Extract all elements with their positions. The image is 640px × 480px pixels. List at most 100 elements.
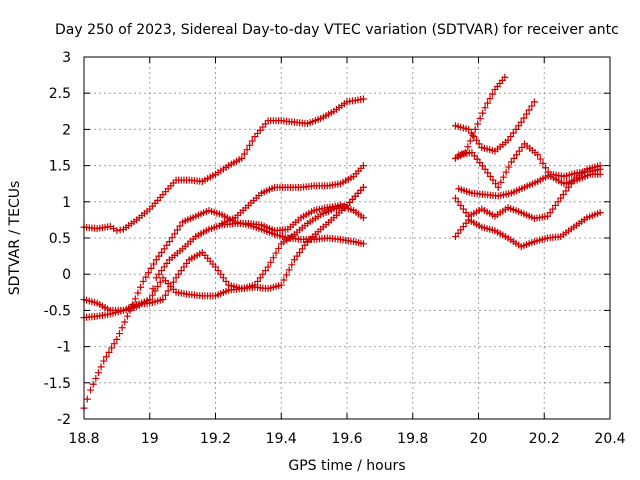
data-point xyxy=(359,240,367,248)
data-point xyxy=(168,234,176,242)
data-point xyxy=(121,318,129,326)
data-point xyxy=(162,291,170,299)
x-axis-label: GPS time / hours xyxy=(288,458,405,474)
data-point xyxy=(183,259,191,267)
data-point xyxy=(280,276,288,284)
data-point xyxy=(481,165,489,173)
data-point xyxy=(554,198,562,206)
data-point xyxy=(596,162,604,170)
data-point xyxy=(212,263,219,271)
x-tick-label: 19.4 xyxy=(266,431,297,447)
y-tick-label: 2 xyxy=(62,122,71,138)
data-point xyxy=(492,180,500,188)
data-point xyxy=(301,241,309,249)
x-tick-label: 20.4 xyxy=(594,431,625,447)
data-point xyxy=(486,95,494,103)
data-point xyxy=(465,125,473,133)
data-point xyxy=(530,98,538,106)
data-point xyxy=(476,115,484,123)
data-point xyxy=(156,278,164,286)
data-point xyxy=(518,144,526,151)
data-point xyxy=(504,136,512,144)
data-point xyxy=(155,252,163,260)
data-point xyxy=(497,178,505,186)
data-point xyxy=(256,274,264,282)
data-point xyxy=(505,163,513,171)
y-tick-label: 1 xyxy=(62,195,71,211)
data-point xyxy=(525,106,533,114)
y-axis-label: SDTVAR / TECUs xyxy=(7,181,23,296)
data-point xyxy=(551,201,559,209)
series-s5 xyxy=(129,183,367,311)
data-point xyxy=(116,330,124,338)
data-point xyxy=(512,125,520,133)
data-point xyxy=(246,141,254,149)
data-point xyxy=(116,226,124,234)
data-point xyxy=(113,227,121,235)
y-tick-label: -1 xyxy=(57,340,71,356)
data-point xyxy=(288,261,296,269)
data-point xyxy=(159,296,167,304)
data-point xyxy=(275,244,283,252)
data-point xyxy=(243,146,251,154)
data-point xyxy=(87,386,95,394)
data-point xyxy=(164,287,172,295)
data-point xyxy=(520,114,528,122)
data-point xyxy=(539,159,547,167)
data-point xyxy=(596,209,604,217)
data-point xyxy=(131,295,139,303)
data-point xyxy=(261,267,269,275)
data-point xyxy=(272,249,280,257)
data-point xyxy=(102,353,110,361)
data-point xyxy=(108,344,116,352)
data-point xyxy=(176,222,184,230)
series-s11 xyxy=(451,209,604,251)
data-point xyxy=(510,154,518,162)
data-point xyxy=(113,335,121,343)
series-s3 xyxy=(80,201,367,322)
data-point xyxy=(134,289,142,297)
data-point xyxy=(546,209,554,217)
data-point xyxy=(596,170,604,178)
data-point xyxy=(163,259,171,267)
data-point xyxy=(549,205,557,213)
data-point xyxy=(296,248,304,256)
data-point xyxy=(359,183,367,191)
data-point xyxy=(451,194,459,202)
data-point xyxy=(152,274,160,282)
series-s6 xyxy=(218,162,367,228)
series-s1 xyxy=(80,95,367,235)
data-point xyxy=(277,281,285,289)
x-tick-label: 19.8 xyxy=(397,431,428,447)
axis-ticks: 18.8 19 19.2 19.4 19.6 19.8 20 20.2 20.4-2-1.5-1… xyxy=(44,50,626,447)
data-point xyxy=(92,374,100,382)
data-point xyxy=(123,312,131,320)
data-point xyxy=(118,324,126,332)
data-point xyxy=(557,194,565,202)
data-point xyxy=(150,260,158,268)
data-point xyxy=(83,395,91,403)
data-point xyxy=(269,254,277,262)
y-tick-label: 0.5 xyxy=(49,231,71,247)
data-point xyxy=(175,270,183,278)
data-point xyxy=(298,245,306,253)
x-tick-label: 19.2 xyxy=(200,431,231,447)
data-point xyxy=(219,274,227,282)
data-point xyxy=(137,283,145,291)
y-tick-label: 0 xyxy=(62,267,71,283)
data-point xyxy=(534,151,542,159)
data-point xyxy=(484,99,492,107)
data-point xyxy=(283,271,291,279)
y-tick-label: -1.5 xyxy=(44,376,71,392)
data-point xyxy=(515,147,523,155)
data-point xyxy=(285,266,293,274)
y-tick-label: 2.5 xyxy=(49,86,71,102)
data-point xyxy=(457,201,465,209)
data-point xyxy=(160,263,168,271)
data-point xyxy=(502,168,510,176)
data-point xyxy=(139,277,147,285)
data-point xyxy=(501,73,509,81)
data-point xyxy=(513,151,521,159)
y-tick-label: -2 xyxy=(57,412,71,428)
